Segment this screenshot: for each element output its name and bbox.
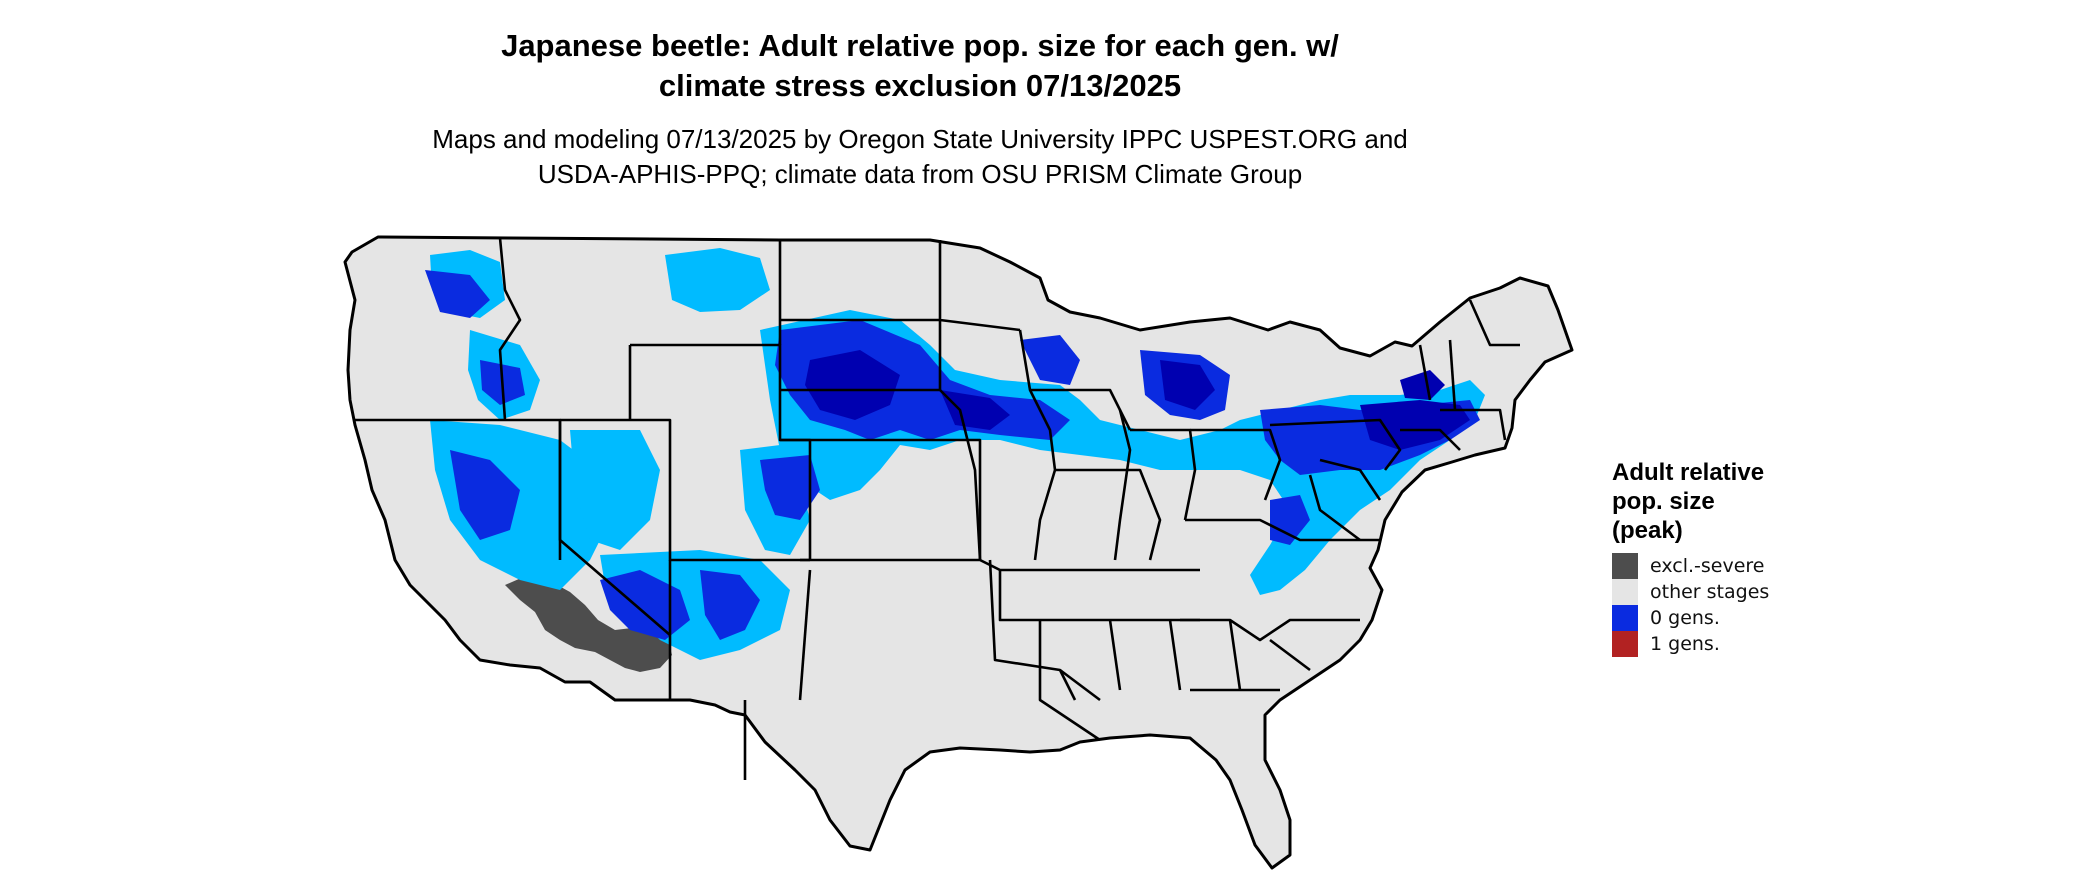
legend-items: excl.-severe other stages 0 gens. 1 gens. <box>1612 553 1832 657</box>
legend-title: Adult relative pop. size (peak) <box>1612 459 1765 544</box>
legend-swatch <box>1612 631 1638 657</box>
legend-item: other stages <box>1612 579 1832 605</box>
legend-label: 0 gens. <box>1650 607 1720 629</box>
us-map <box>343 235 1574 870</box>
legend-item: 1 gens. <box>1612 631 1832 657</box>
legend-label: other stages <box>1650 581 1770 603</box>
legend-label: 1 gens. <box>1650 633 1720 655</box>
map-subtitle: Maps and modeling 07/13/2025 by Oregon S… <box>395 122 1445 192</box>
state-borders <box>355 237 1520 780</box>
legend-item: 0 gens. <box>1612 605 1832 631</box>
legend-label: excl.-severe <box>1650 555 1765 577</box>
us-landmass <box>343 235 1574 870</box>
subtitle-line-1: Maps and modeling 07/13/2025 by Oregon S… <box>432 124 1408 154</box>
map-legend: Adult relative pop. size (peak) excl.-se… <box>1612 458 1832 657</box>
legend-item: excl.-severe <box>1612 553 1832 579</box>
subtitle-line-2: USDA-APHIS-PPQ; climate data from OSU PR… <box>537 159 1303 189</box>
map-title: Japanese beetle: Adult relative pop. siz… <box>395 26 1445 106</box>
legend-swatch <box>1612 579 1638 605</box>
legend-swatch <box>1612 553 1638 579</box>
excluded-zone <box>505 575 672 672</box>
title-line-2: climate stress exclusion 07/13/2025 <box>658 68 1182 103</box>
title-line-1: Japanese beetle: Adult relative pop. siz… <box>501 28 1339 63</box>
dark-blue-zones <box>805 350 1470 450</box>
legend-swatch <box>1612 605 1638 631</box>
